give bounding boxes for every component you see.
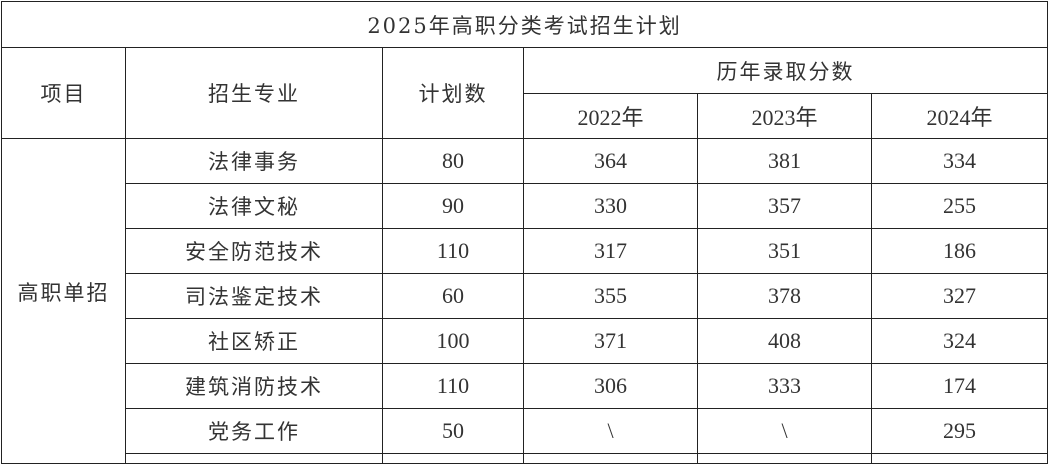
s2022-cell: 355 (523, 273, 698, 319)
header-plan: 计划数 (382, 47, 524, 139)
table-row: 司法鉴定技术 60 355 378 327 (2, 273, 1048, 319)
table-row: 法律文秘 90 330 357 255 (2, 183, 1048, 229)
major-cell: 司法鉴定技术 (125, 273, 383, 319)
header-year: 2022年 (523, 93, 698, 139)
header-year: 2023年 (697, 93, 872, 139)
major-cell: 党务工作 (125, 408, 383, 454)
header-year: 2024年 (870, 93, 1048, 139)
s2024-cell: 334 (870, 138, 1048, 184)
s2023-cell: 408 (697, 318, 872, 364)
major-cell: 法律事务 (125, 138, 383, 184)
s2024-cell: 327 (870, 273, 1048, 319)
table-title: 2025年高职分类考试招生计划 (0, 1, 1048, 48)
table-row: 社区矫正 100 371 408 324 (2, 318, 1048, 364)
major-cell: 法律文秘 (125, 183, 383, 229)
table-row: 党务工作 50 \ \ 295 (2, 408, 1048, 454)
s2023-cell: 378 (697, 273, 872, 319)
major-cell: 建筑消防技术 (125, 363, 383, 409)
s2024-cell: 174 (870, 363, 1048, 409)
s2024-cell: 186 (870, 228, 1048, 274)
s2022-cell: 306 (523, 363, 698, 409)
header-major: 招生专业 (125, 47, 383, 139)
plan-cell: 110 (382, 363, 524, 409)
s2024-cell: 255 (870, 183, 1048, 229)
table-row: 建筑消防技术 110 306 333 174 (2, 363, 1048, 409)
s2023-cell: 357 (697, 183, 872, 229)
plan-cell: 60 (382, 273, 524, 319)
header-item: 项目 (1, 47, 126, 139)
plan-cell: 50 (382, 408, 524, 454)
major-cell: 社区矫正 (125, 318, 383, 364)
header-scores: 历年录取分数 (522, 47, 1048, 94)
s2023-cell: \ (697, 408, 872, 454)
s2022-cell: 317 (523, 228, 698, 274)
s2022-cell: 371 (523, 318, 698, 364)
table-row: 高职单招 法律事务 80 364 381 334 (1, 138, 1048, 464)
plan-cell: 110 (382, 228, 524, 274)
major-cell: 安全防范技术 (125, 228, 383, 274)
s2024-cell: 295 (870, 408, 1048, 454)
plan-cell: 80 (382, 138, 524, 184)
plan-cell: 100 (382, 318, 524, 364)
s2024-cell: 324 (870, 318, 1048, 364)
s2023-cell: 333 (697, 363, 872, 409)
s2023-cell: 381 (697, 138, 872, 184)
table-row: 安全防范技术 110 317 351 186 (2, 228, 1048, 274)
category-cell: 高职单招 (1, 138, 126, 464)
next-row-partial (2, 453, 1048, 464)
s2023-cell: 351 (697, 228, 872, 274)
s2022-cell: 330 (523, 183, 698, 229)
s2022-cell: \ (523, 408, 698, 454)
plan-cell: 90 (382, 183, 524, 229)
s2022-cell: 364 (523, 138, 698, 184)
